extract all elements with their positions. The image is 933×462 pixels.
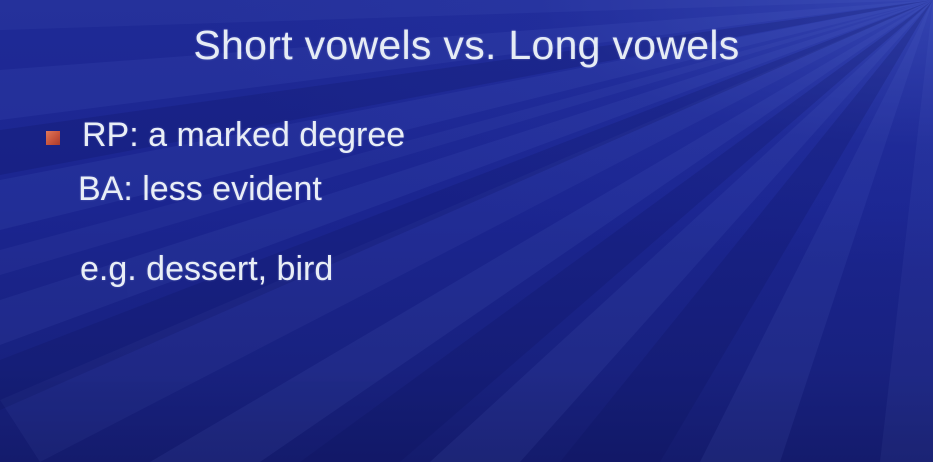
slide-title: Short vowels vs. Long vowels: [193, 22, 740, 68]
continuation-line: BA: less evident: [78, 170, 322, 208]
bullet-item: RP: a marked degree: [46, 116, 405, 155]
example-line: e.g. dessert, bird: [80, 250, 334, 288]
square-bullet-icon: [46, 130, 60, 145]
bullet-text: RP: a marked degree: [82, 116, 406, 154]
